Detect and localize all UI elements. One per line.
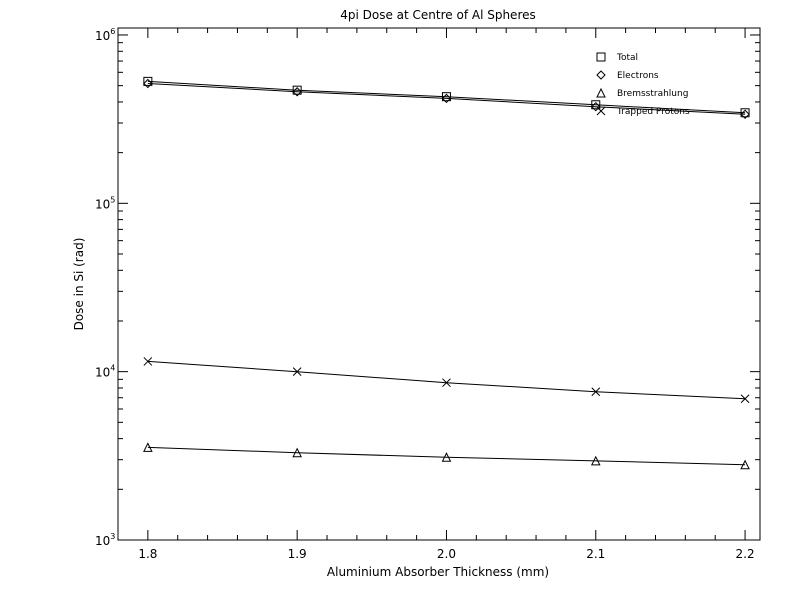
legend: Total Electrons Bremsstrahlung Trapped Prot… [596,52,690,117]
data-point-trapped-protons [740,394,750,404]
y-tick-label: 104 [95,364,115,380]
data-point-trapped-protons [591,387,601,397]
data-point-bremsstrahlung [143,442,153,452]
data-point-bremsstrahlung [740,459,750,470]
x-tick-label: 1.8 [138,547,157,561]
y-tick-exponent: 4 [110,364,115,373]
y-tick-base: 10 [95,366,110,380]
data-point-electrons [292,87,302,97]
y-tick-exponent: 5 [110,195,115,204]
data-point-total [292,85,302,95]
y-tick-label: 106 [95,27,115,43]
data-point-total [143,76,153,86]
legend-label-electrons: Electrons [617,71,659,81]
series-total [143,76,750,118]
series-line-total [147,80,746,114]
legend-marker-total [596,52,606,62]
data-point-bremsstrahlung [441,452,452,462]
data-point-electrons [143,78,153,89]
data-point-total [591,100,601,110]
data-point-electrons [591,101,601,112]
data-point-trapped-protons [442,378,451,388]
legend-label-bremsstrahlung: Bremsstrahlung [617,89,688,99]
y-tick-exponent: 6 [110,27,115,36]
data-point-trapped-protons [292,367,302,377]
series-bremsstrahlung [143,442,750,470]
y-tick-base: 10 [95,29,110,43]
series-line-electrons [147,83,746,115]
legend-label-trapped-protons: Trapped Protons [616,107,690,117]
y-tick-label: 103 [95,532,115,548]
y-tick-label: 105 [95,195,115,211]
legend-marker-bremsstrahlung [596,87,606,98]
data-point-total [740,108,750,118]
y-tick-exponent: 3 [110,532,115,541]
series-trapped-protons [143,357,750,404]
legend-marker-electrons [596,70,606,80]
data-point-electrons [740,109,750,119]
series-group [143,76,750,470]
y-tick-base: 10 [95,534,110,548]
series-line-trapped-protons [147,360,746,400]
y-tick-base: 10 [95,197,110,211]
data-point-bremsstrahlung [590,455,601,466]
y-axis-label: Dose in Si (rad) [72,238,86,331]
plot-frame [117,27,761,541]
x-tick-label: 2.0 [437,547,456,561]
series-electrons [143,78,750,119]
data-point-bremsstrahlung [292,447,302,458]
data-point-total [441,92,451,102]
legend-label-total: Total [616,53,638,63]
x-tick-label: 2.1 [586,547,605,561]
x-tick-label: 1.9 [288,547,307,561]
x-tick-label: 2.2 [736,547,755,561]
axis-ticks [118,28,760,541]
legend-marker-trapped-protons [596,106,606,116]
series-line-bremsstrahlung [147,446,746,466]
data-point-electrons [441,93,452,104]
chart-title: 4pi Dose at Centre of Al Spheres [340,8,536,22]
x-axis-label: Aluminium Absorber Thickness (mm) [327,565,549,579]
data-point-trapped-protons [143,357,153,366]
x-tick-labels: 1.8 1.9 2.0 2.1 2.2 [138,547,754,561]
